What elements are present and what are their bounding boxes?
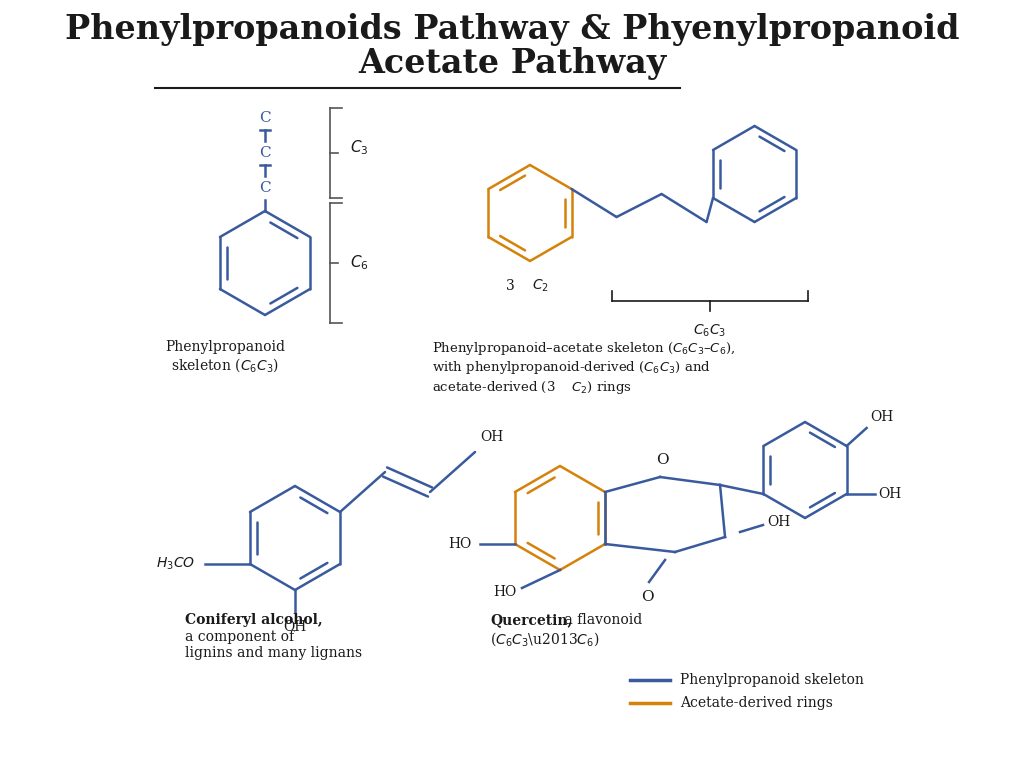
Text: OH: OH [879, 487, 902, 501]
Text: $C_6$: $C_6$ [350, 253, 369, 273]
Text: Phenylpropanoid
skeleton ($C_6C_3$): Phenylpropanoid skeleton ($C_6C_3$) [165, 340, 285, 375]
Text: $H_3CO$: $H_3CO$ [156, 556, 195, 572]
Text: C: C [259, 181, 270, 195]
Text: Phenylpropanoid–acetate skeleton ($C_6C_3$–$C_6$),
with phenylpropanoid-derived : Phenylpropanoid–acetate skeleton ($C_6C_… [432, 340, 735, 396]
Text: O: O [641, 590, 653, 604]
Text: C: C [259, 146, 270, 160]
Text: $C_6C_3$: $C_6C_3$ [693, 323, 726, 339]
Text: HO: HO [494, 585, 517, 599]
Text: HO: HO [449, 537, 472, 551]
Text: $C_2$: $C_2$ [531, 278, 549, 294]
Text: OH: OH [284, 620, 306, 634]
Text: Acetate Pathway: Acetate Pathway [357, 47, 667, 80]
Text: a flavonoid: a flavonoid [560, 613, 642, 627]
Text: 3: 3 [506, 279, 514, 293]
Text: OH: OH [870, 410, 894, 424]
Text: Phenylpropanoid skeleton: Phenylpropanoid skeleton [680, 673, 864, 687]
Text: OH: OH [480, 430, 503, 444]
Text: $C_3$: $C_3$ [350, 139, 369, 157]
Text: Phenylpropanoids Pathway & Phyenylpropanoid: Phenylpropanoids Pathway & Phyenylpropan… [65, 14, 959, 47]
Text: ($C_6C_3$\u2013$C_6$): ($C_6C_3$\u2013$C_6$) [490, 630, 599, 647]
Text: a component of
lignins and many lignans: a component of lignins and many lignans [185, 630, 362, 660]
Text: Coniferyl alcohol,: Coniferyl alcohol, [185, 613, 323, 627]
Text: OH: OH [767, 515, 791, 529]
Text: O: O [655, 453, 669, 467]
Text: Acetate-derived rings: Acetate-derived rings [680, 696, 833, 710]
Text: C: C [259, 111, 270, 125]
Text: Quercetin,: Quercetin, [490, 613, 572, 627]
